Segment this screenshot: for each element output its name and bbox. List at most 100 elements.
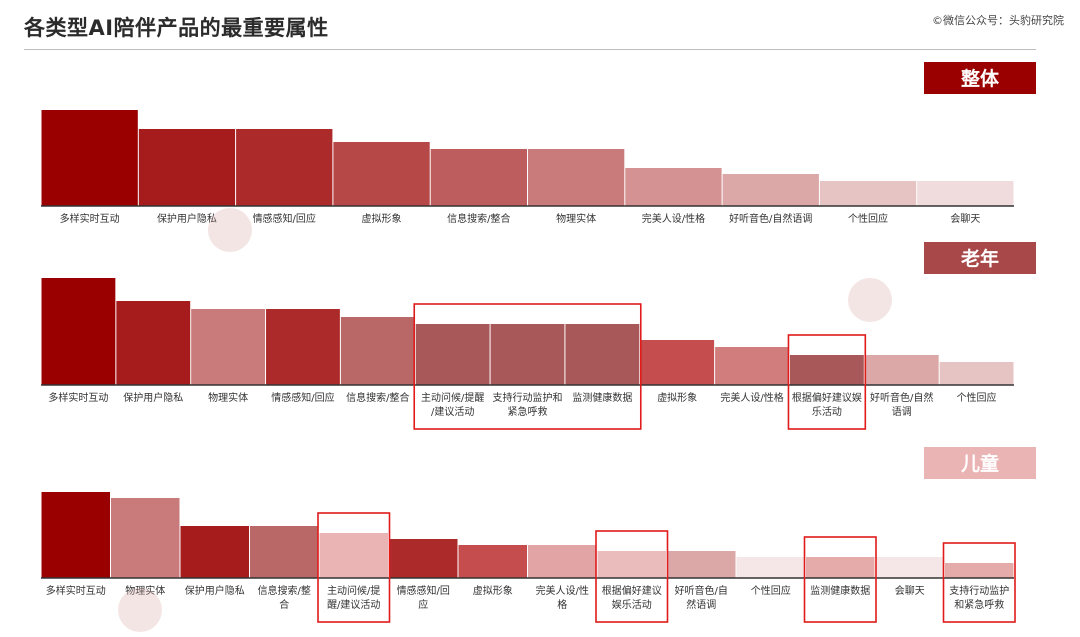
bar xyxy=(640,340,715,385)
tick-label: 信息搜索/整 xyxy=(258,584,311,597)
bar xyxy=(111,498,180,578)
highlight-box xyxy=(787,334,867,430)
source-credit: ©微信公众号：头豹研究院 xyxy=(932,14,1064,27)
tick-label: 醒/建议活动 xyxy=(327,598,380,611)
tick-label: 好听音色/自 xyxy=(675,584,728,597)
tick-label: 会聊天 xyxy=(895,584,925,597)
tick-label: 会聊天 xyxy=(950,212,980,225)
tick-label: 然语调 xyxy=(686,598,716,611)
tick-label: 个性回应 xyxy=(957,391,997,404)
bar xyxy=(875,557,944,578)
tick-label: 好听音色/自然语调 xyxy=(729,212,812,225)
highlight-box xyxy=(595,530,669,623)
bar xyxy=(180,526,249,578)
tick-label: 合 xyxy=(279,598,289,611)
tick-label: /建议活动 xyxy=(431,405,474,418)
bar xyxy=(864,355,939,385)
bar xyxy=(945,563,1014,578)
tick-label: 个性回应 xyxy=(751,584,791,597)
bar xyxy=(415,324,490,385)
bar xyxy=(722,174,819,206)
bar xyxy=(266,309,340,385)
bar xyxy=(389,539,458,578)
bar xyxy=(340,317,415,385)
bar xyxy=(41,110,138,206)
tick-label: 情感感知/回应 xyxy=(253,212,316,225)
tick-label: 完美人设/性格 xyxy=(720,391,783,404)
bar xyxy=(430,149,527,206)
tick-label: 物理实体 xyxy=(556,212,596,225)
bar xyxy=(41,278,116,385)
tick-label: 应 xyxy=(418,598,428,611)
tick-label: 完美人设/性 xyxy=(536,584,589,597)
tick-label: 主动问候/提 xyxy=(327,584,380,597)
tick-label: 完美人设/性格 xyxy=(642,212,705,225)
bar xyxy=(490,324,565,385)
tick-label: 多样实时互动 xyxy=(46,584,106,597)
panel-label-box xyxy=(924,447,1036,479)
bar xyxy=(789,355,864,385)
tick-label: 乐活动 xyxy=(812,406,842,418)
tick-label: 物理实体 xyxy=(125,584,165,597)
tick-label: 语调 xyxy=(892,406,912,418)
panel-label: 整体 xyxy=(961,67,1000,90)
bar xyxy=(191,309,266,385)
bar xyxy=(625,168,722,206)
panel-label: 儿童 xyxy=(960,452,999,475)
bar xyxy=(458,545,527,578)
tick-label: 保护用户隐私 xyxy=(123,391,183,404)
bar xyxy=(528,545,597,578)
highlight-box xyxy=(803,536,877,623)
tick-label: 紧急呼救 xyxy=(508,405,548,418)
bar xyxy=(138,129,236,206)
tick-label: 保护用户隐私 xyxy=(185,584,245,597)
panel-label: 老年 xyxy=(961,247,999,270)
tick-label: 虚拟形象 xyxy=(362,212,402,225)
tick-label: 个性回应 xyxy=(848,212,888,225)
highlight-box xyxy=(317,512,391,623)
tick-label: 多样实时互动 xyxy=(48,391,108,404)
bar xyxy=(333,142,430,206)
bar xyxy=(319,533,388,578)
tick-label: 虚拟形象 xyxy=(657,391,697,404)
title-divider xyxy=(24,49,1036,50)
highlight-box xyxy=(942,542,1016,623)
tick-label: 信息搜索/整合 xyxy=(346,391,409,404)
bar xyxy=(806,557,875,578)
tick-label: 格 xyxy=(557,598,567,611)
tick-label: 情感感知/回 xyxy=(397,584,450,597)
bar xyxy=(667,551,736,578)
bar xyxy=(917,181,1014,206)
bar xyxy=(819,181,917,206)
bar xyxy=(116,301,191,385)
bar xyxy=(565,324,640,385)
bar xyxy=(736,557,805,578)
panel-label-box xyxy=(924,242,1036,274)
bar xyxy=(250,526,319,578)
panel-label-box xyxy=(924,62,1036,94)
tick-label: 多样实时互动 xyxy=(60,212,120,225)
tick-label: 监测健康数据 xyxy=(810,584,870,597)
tick-label: 主动问候/提醒 xyxy=(421,391,484,404)
highlight-box xyxy=(413,303,642,430)
tick-label: 支持行动监护 xyxy=(949,584,1009,597)
bar xyxy=(715,347,789,385)
tick-label: 根据偏好建议 xyxy=(602,584,662,597)
tick-label: 情感感知/回应 xyxy=(271,391,334,404)
tick-label: 支持行动监护和 xyxy=(493,391,563,404)
bar xyxy=(236,129,333,206)
bar xyxy=(939,362,1014,385)
tick-label: 物理实体 xyxy=(208,391,248,404)
bar xyxy=(528,149,625,206)
tick-label: 根据偏好建议娱 xyxy=(792,391,862,404)
page-title: 各类型AI陪伴产品的最重要属性 xyxy=(24,16,329,40)
tick-label: 信息搜索/整合 xyxy=(447,212,510,225)
tick-label: 娱乐活动 xyxy=(612,598,652,611)
tick-label: 保护用户隐私 xyxy=(157,212,217,225)
tick-label: 好听音色/自然 xyxy=(870,391,933,404)
tick-label: 和紧急呼救 xyxy=(954,598,1004,611)
tick-label: 虚拟形象 xyxy=(473,584,513,597)
bar xyxy=(41,492,110,578)
bar xyxy=(597,551,666,578)
